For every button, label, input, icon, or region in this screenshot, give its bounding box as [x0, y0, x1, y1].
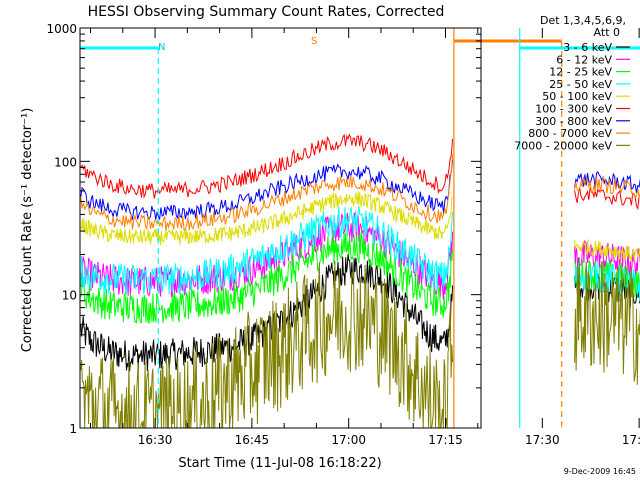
legend-item-label: 50 - 100 keV	[542, 90, 612, 103]
legend-item-label: 3 - 6 keV	[563, 41, 612, 54]
y-tick-label: 100	[54, 155, 77, 169]
series-line-8-seg2	[574, 257, 640, 385]
series-line-3-seg2	[574, 260, 640, 302]
series-line-6-seg2	[574, 171, 640, 193]
legend-header-line1: Det 1,3,4,5,6,9,	[540, 14, 626, 27]
legend-item-label: 100 - 300 keV	[535, 103, 612, 116]
series-layer	[80, 133, 640, 429]
x-tick-labels: 16:30 16:45 17:00 17:15 17:30 17:45	[138, 433, 640, 447]
y-tick-label: 10	[62, 289, 77, 303]
chart-title: HESSI Observing Summary Count Rates, Cor…	[88, 4, 445, 20]
x-tick-label: 17:45	[622, 433, 640, 447]
tick-layer	[80, 27, 640, 429]
plot-frame	[79, 27, 482, 429]
saa-marker-label: S	[311, 36, 317, 47]
x-tick-label: 17:15	[428, 433, 463, 447]
x-tick-label: 17:30	[525, 433, 560, 447]
series-line-5-seg1	[80, 133, 454, 199]
series-line-3-seg1	[80, 205, 454, 295]
legend-item-label: 25 - 50 keV	[549, 78, 612, 91]
legend-item-label: 800 - 7000 keV	[528, 127, 612, 140]
y-axis-label: Corrected Count Rate (s⁻¹ detector⁻¹)	[20, 108, 35, 353]
y-tick-label: 1000	[46, 22, 77, 36]
series-line-7-seg2	[574, 176, 640, 199]
x-tick-label: 16:45	[235, 433, 270, 447]
x-axis-label: Start Time (11-Jul-08 16:18:22)	[178, 456, 381, 471]
legend-item-label: 12 - 25 keV	[549, 66, 612, 79]
y-tick-labels: 1 10 100 1000	[46, 22, 77, 436]
series-line-7-seg1	[80, 154, 454, 231]
x-tick-label: 16:30	[138, 433, 173, 447]
legend-header-line2: Att 0	[594, 26, 620, 39]
marker-layer	[80, 28, 640, 428]
legend-item-label: 300 - 800 keV	[535, 115, 612, 128]
x-tick-label: 17:00	[331, 433, 366, 447]
series-line-4-seg2	[574, 239, 640, 262]
series-line-4-seg1	[80, 191, 453, 246]
night-marker-label: N	[158, 42, 165, 53]
series-line-6-seg1	[80, 159, 454, 220]
legend-item-label: 6 - 12 keV	[556, 53, 612, 66]
legend-item-label: 7000 - 20000 keV	[514, 139, 612, 152]
y-tick-label: 1	[69, 422, 77, 436]
footer-date: 9-Dec-2009 16:45	[564, 467, 636, 476]
